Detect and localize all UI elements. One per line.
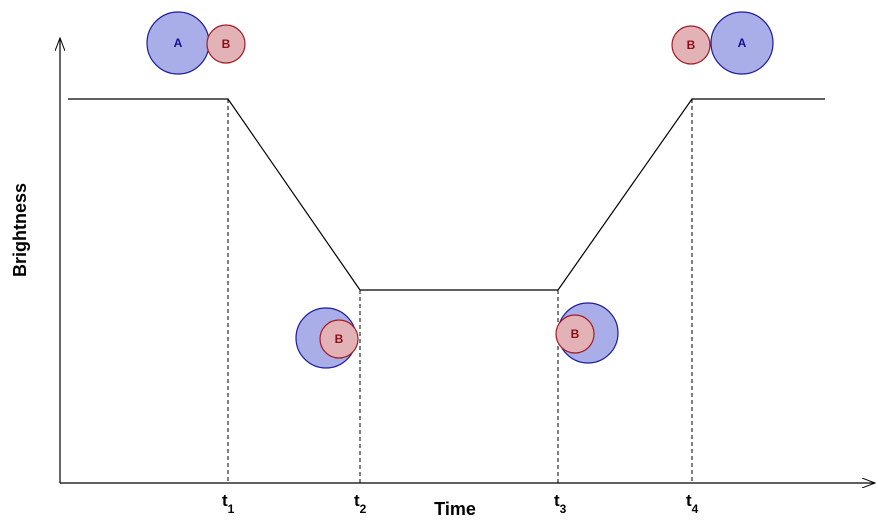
tick-subscript: 3 [560,502,567,516]
star-label: B [222,37,231,51]
star-label: A [738,36,747,50]
guides [228,99,692,483]
star-label: B [687,38,696,52]
x-axis-label: Time [434,499,476,517]
diagram: Brightness Time t1 t2 t3 t4 A B B B B A [0,0,878,517]
star-label: B [571,327,580,341]
tick-subscript: 2 [360,502,367,516]
tick-label: t4 [686,491,699,516]
tick-label: t3 [554,491,567,516]
star-label: B [335,332,344,346]
tick-subscript: 1 [228,502,235,516]
stage: B [296,308,358,368]
stage: B A [672,12,773,74]
star-label: A [174,36,183,50]
light-curve [68,99,825,290]
stage: B [556,303,618,363]
tick-subscript: 4 [692,502,699,516]
y-axis-label: Brightness [10,183,30,277]
stage: A B [147,12,245,74]
tick-label: t1 [222,491,235,516]
tick-label: t2 [354,491,367,516]
